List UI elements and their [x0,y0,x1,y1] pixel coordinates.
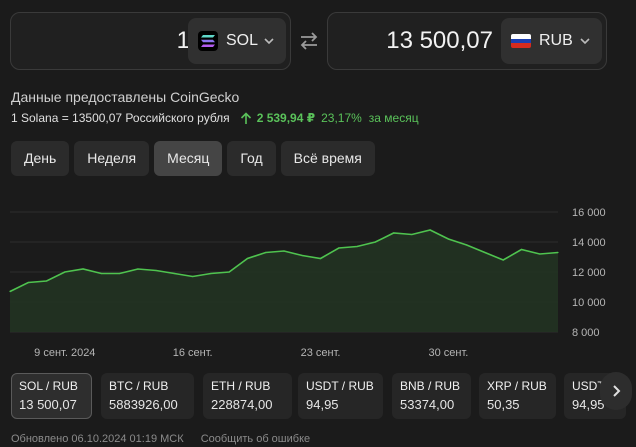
price-point [539,253,541,255]
scroll-pairs-next-button[interactable] [600,372,632,410]
pair-card-bnb-rub[interactable]: BNB / RUB 53374,00 [392,373,471,419]
price-point [265,251,267,254]
last-updated-text: Обновлено 06.10.2024 01:19 МСК [11,433,184,445]
pair-name: SOL / RUB [19,379,78,393]
pair-name: ETH / RUB [211,379,271,393]
pair-value: 13 500,07 [19,397,77,412]
price-point [9,290,11,293]
y-tick-label: 10 000 [572,297,606,309]
pair-value: 5883926,00 [109,397,178,412]
to-currency-box: 13 500,07 RUB [327,12,607,70]
pair-value: 50,35 [487,397,520,412]
report-error-link[interactable]: Сообщить об ошибке [200,433,311,445]
y-tick-label: 16 000 [572,207,606,219]
price-point [228,271,230,273]
price-point [45,280,48,282]
price-point [283,250,285,252]
pair-name: BTC / RUB [109,379,169,393]
price-point [374,241,376,243]
pair-name: BNB / RUB [400,379,461,393]
to-amount-input[interactable]: 13 500,07 [386,27,493,54]
y-tick-label: 8 000 [572,327,600,339]
pair-card-btc-rub[interactable]: BTC / RUB 5883926,00 [101,373,194,419]
period-tabs: День Неделя Месяц Год Всё время [11,141,380,176]
to-currency-select[interactable]: RUB [501,18,602,64]
price-point [210,272,212,275]
pair-card-sol-rub[interactable]: SOL / RUB 13 500,07 [11,373,92,419]
y-tick-label: 14 000 [572,237,606,249]
pair-name: USDT / RUB [306,379,374,393]
pair-card-usdt-rub[interactable]: USDT / RUB 94,95 [298,373,383,419]
pair-list: SOL / RUB 13 500,07 BTC / RUB 5883926,00… [11,373,626,419]
x-tick-label: 30 сент. [428,347,468,359]
price-point [137,268,139,270]
price-point [466,244,468,246]
swap-arrows-icon[interactable] [298,31,320,51]
change-absolute: 2 539,94 ₽ [256,111,316,125]
change-period: за месяц [368,111,419,125]
chevron-down-icon [580,38,590,45]
pair-card-eth-rub[interactable]: ETH / RUB 228874,00 [203,373,292,419]
pair-value: 94,95 [306,397,339,412]
pair-value: 228874,00 [211,397,273,412]
from-currency-code: SOL [226,32,259,49]
price-point [100,272,102,275]
pair-name: XRP / RUB [487,379,547,393]
price-point [155,269,157,272]
pair-value: 94,95 [572,397,605,412]
data-provider-text: Данные предоставлены CoinGecko [11,89,240,105]
arrow-up-icon [240,111,251,124]
price-point [119,272,121,275]
tab-week[interactable]: Неделя [74,141,150,176]
x-tick-label: 9 сент. 2024 [34,347,95,359]
price-point [246,257,249,260]
price-point [447,238,449,240]
price-point [27,281,29,284]
price-point [429,229,431,231]
price-chart[interactable]: 8 000 10 000 12 000 14 000 16 000 9 сент. 202… [0,200,636,365]
russian-flag-icon [511,34,531,48]
price-point [64,271,66,273]
price-point [393,232,395,234]
to-currency-code: RUB [539,32,573,49]
price-point [319,257,322,260]
price-point [356,245,358,248]
y-tick-label: 12 000 [572,267,606,279]
price-point [82,268,84,270]
from-amount-input[interactable]: 1 [176,27,190,54]
rate-summary: 1 Solana = 13500,07 Российского рубля 2 … [11,111,419,125]
price-point [484,251,486,254]
price-point [173,272,175,275]
from-currency-box: 1 SOL [10,12,291,70]
tab-month[interactable]: Месяц [154,141,223,176]
solana-logo-icon [198,31,218,51]
x-tick-label: 16 сент. [173,347,213,359]
chevron-right-icon [613,385,621,397]
price-point [338,247,340,249]
price-point [502,259,504,261]
price-point [520,248,523,251]
pair-value: 53374,00 [400,397,455,412]
pair-card-xrp-rub[interactable]: XRP / RUB 50,35 [479,373,556,419]
footer: Обновлено 06.10.2024 01:19 МСК Сообщить … [11,433,310,445]
tab-year[interactable]: Год [227,141,276,176]
tab-day[interactable]: День [11,141,70,176]
tab-all-time[interactable]: Всё время [280,141,375,176]
price-point [301,254,303,257]
price-point [192,275,194,278]
chevron-down-icon [264,38,274,45]
x-tick-label: 23 сент. [301,347,341,359]
price-point [557,251,559,254]
from-currency-select[interactable]: SOL [188,18,286,64]
price-area-fill [10,230,558,332]
change-percent: 23,17% [321,111,362,125]
exchange-rate-text: 1 Solana = 13500,07 Российского рубля [11,111,230,125]
price-point [411,233,413,236]
